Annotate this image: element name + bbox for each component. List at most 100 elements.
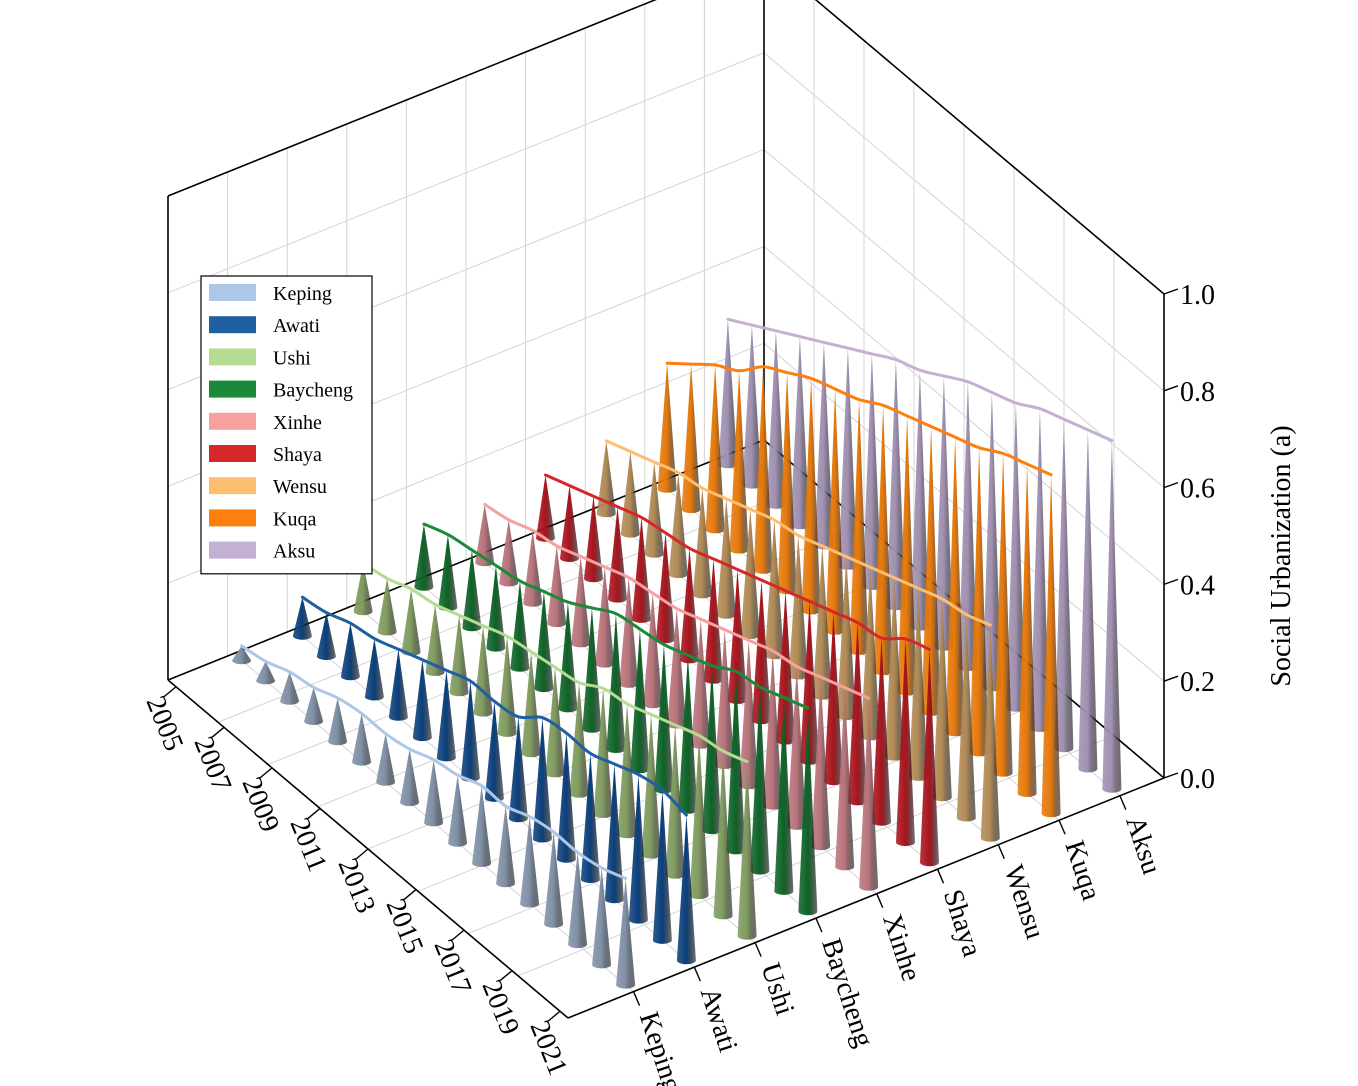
cone-wensu-2007 xyxy=(644,462,664,558)
city-tick-label: Wensu xyxy=(998,861,1051,942)
cone-wensu-2010 xyxy=(716,498,736,619)
z-tick xyxy=(1163,288,1179,295)
cone-keping-2014 xyxy=(448,775,468,847)
cone-xinhe-2015 xyxy=(715,629,735,770)
axis-edge xyxy=(567,777,1165,1019)
cone-wensu-2014 xyxy=(812,546,832,700)
cone-aksu-2009 xyxy=(814,342,834,550)
cone-wensu-2019 xyxy=(932,599,952,802)
axis-edge xyxy=(814,0,1165,295)
cone-shaya-2021 xyxy=(920,649,939,867)
cone-keping-2021 xyxy=(616,878,636,989)
cone-kuqa-2014 xyxy=(873,405,893,676)
series-kuqa xyxy=(657,361,1061,818)
year-tick-label: 2007 xyxy=(188,732,238,796)
cone-shaya-2019 xyxy=(872,638,891,826)
cone-ushi-2008 xyxy=(425,604,445,676)
cone-baycheng-2018 xyxy=(726,671,746,855)
legend-label-baycheng: Baycheng xyxy=(273,380,353,402)
cone-wensu-2013 xyxy=(788,535,808,680)
cone-shaya-2018 xyxy=(848,622,867,806)
z-tick-label: 0.4 xyxy=(1180,570,1215,601)
year-tick-label: 2021 xyxy=(524,1016,574,1080)
cone-awati-2021 xyxy=(676,815,696,965)
cone-aksu-2006 xyxy=(742,325,762,489)
city-tick xyxy=(997,844,1005,859)
cone-kuqa-2016 xyxy=(921,426,941,716)
cone-kuqa-2017 xyxy=(945,437,965,737)
cone-keping-2008 xyxy=(304,687,324,726)
cones-layer xyxy=(232,317,1122,989)
cone-baycheng-2021 xyxy=(798,708,818,916)
cone-keping-2006 xyxy=(256,661,276,685)
cone-awati-2009 xyxy=(388,649,408,721)
cone-keping-2019 xyxy=(568,852,588,949)
cone-baycheng-2016 xyxy=(678,655,698,814)
legend-swatch-wensu xyxy=(209,477,256,495)
year-tick-label: 2005 xyxy=(140,692,190,756)
cone-kuqa-2021 xyxy=(1041,474,1061,818)
cone-aksu-2020 xyxy=(1078,429,1098,773)
cone-keping-2009 xyxy=(328,697,348,746)
city-tick xyxy=(936,868,945,884)
cone-xinhe-2018 xyxy=(787,666,807,830)
cone-awati-2017 xyxy=(580,753,600,884)
cone-aksu-2012 xyxy=(886,359,906,611)
cone-xinhe-2012 xyxy=(643,593,663,709)
cone-aksu-2011 xyxy=(862,353,882,591)
cone-xinhe-2017 xyxy=(763,650,783,810)
year-tick xyxy=(547,1010,561,1022)
cone-aksu-2007 xyxy=(766,330,786,509)
cone-ushi-2019 xyxy=(689,735,709,900)
legend-swatch-awati xyxy=(209,316,256,334)
legend-label-wensu: Wensu xyxy=(273,476,327,498)
cone-xinhe-2021 xyxy=(859,698,879,891)
cone-wensu-2012 xyxy=(764,519,784,660)
cone-baycheng-2010 xyxy=(534,591,554,693)
cone-shaya-2017 xyxy=(824,611,843,786)
cone-xinhe-2019 xyxy=(811,677,831,851)
city-tick xyxy=(1058,819,1066,835)
city-tick-label: Keping xyxy=(633,1008,688,1086)
z-tick xyxy=(1163,578,1179,586)
cone-baycheng-2017 xyxy=(702,665,722,835)
year-tick xyxy=(307,807,321,819)
cone-shaya-2020 xyxy=(896,638,915,847)
cone-keping-2020 xyxy=(592,867,612,969)
legend-swatch-keping xyxy=(209,284,256,301)
city-tick-label: Shaya xyxy=(937,886,988,961)
cone-xinhe-2005 xyxy=(475,504,495,567)
series-awati xyxy=(292,595,696,965)
cone-baycheng-2005 xyxy=(414,524,434,591)
cone-shaya-2005 xyxy=(536,475,555,542)
cone-wensu-2015 xyxy=(836,556,856,721)
cone-kuqa-2018 xyxy=(969,447,989,757)
cone-kuqa-2010 xyxy=(777,372,797,595)
legend-label-ushi: Ushi xyxy=(273,347,311,369)
cone-keping-2016 xyxy=(496,806,516,888)
legend-label-xinhe: Xinhe xyxy=(273,412,322,434)
cone-awati-2010 xyxy=(412,659,432,742)
cone-ushi-2007 xyxy=(401,589,421,656)
year-tick-label: 2013 xyxy=(332,854,382,918)
cone-shaya-2006 xyxy=(560,485,579,562)
z-tick xyxy=(1163,675,1179,682)
cone-ushi-2020 xyxy=(713,751,733,920)
cone-shaya-2012 xyxy=(704,558,723,684)
cone-awati-2007 xyxy=(340,623,360,681)
cone-shaya-2010 xyxy=(656,532,676,644)
year-tick xyxy=(259,767,273,779)
cone-aksu-2017 xyxy=(1006,403,1026,712)
cone-awati-2008 xyxy=(364,638,384,701)
year-tick-label: 2017 xyxy=(428,935,478,999)
cone-xinhe-2020 xyxy=(835,687,855,871)
z-tick-label: 0.2 xyxy=(1180,667,1215,698)
cone-baycheng-2011 xyxy=(558,602,578,713)
z-tick xyxy=(1163,481,1179,489)
cone-kuqa-2015 xyxy=(897,415,917,696)
cone-ushi-2011 xyxy=(497,636,517,737)
city-tick xyxy=(876,893,884,908)
cone-baycheng-2020 xyxy=(774,697,794,895)
line-wensu xyxy=(604,439,992,627)
